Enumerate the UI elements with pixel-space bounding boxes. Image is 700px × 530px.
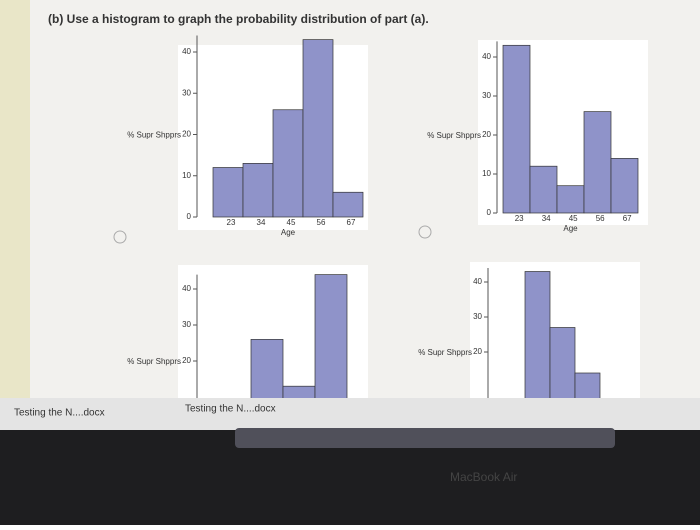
y-tick-label: 10: [482, 169, 491, 178]
bar: [250, 339, 284, 398]
y-tick-label: 20: [182, 356, 191, 365]
x-axis-label: Age: [281, 228, 296, 237]
bar: [524, 271, 551, 398]
x-tick-label: 56: [317, 218, 326, 227]
bar: [583, 111, 612, 214]
x-tick-label: 34: [257, 218, 266, 227]
y-axis-label: % Supr Shpprs: [418, 348, 472, 357]
x-tick-label: 45: [287, 218, 296, 227]
y-axis-label: % Supr Shpprs: [427, 131, 481, 140]
x-tick-label: 34: [542, 214, 551, 223]
y-tick-label: 20: [182, 130, 191, 139]
x-tick-label: 56: [596, 214, 605, 223]
x-tick-label: 45: [569, 214, 578, 223]
bar: [272, 109, 304, 218]
x-tick-label: 67: [623, 214, 632, 223]
radio-button[interactable]: [113, 230, 127, 244]
y-tick-label: 20: [482, 130, 491, 139]
y-tick-label: 0: [187, 212, 192, 221]
y-tick-label: 30: [182, 320, 191, 329]
bar: [314, 274, 348, 398]
y-tick-label: 40: [473, 277, 482, 286]
bar: [529, 165, 558, 214]
y-tick-label: 40: [482, 52, 491, 61]
y-tick-label: 30: [182, 88, 191, 97]
charts: 0 10 20 30 40 % Supr Shpprs 23 34 45 56 67 Age 0 10 20…: [127, 35, 648, 398]
bar: [549, 327, 576, 398]
x-tick-label: 67: [347, 218, 356, 227]
y-tick-label: 40: [182, 284, 191, 293]
y-tick-label: 30: [482, 91, 491, 100]
device-label: MacBook Air: [450, 470, 517, 484]
bar: [610, 158, 639, 214]
y-axis-label: % Supr Shpprs: [127, 130, 181, 139]
y-axis-label: % Supr Shpprs: [127, 357, 181, 366]
x-tick-label: 23: [515, 214, 524, 223]
bar: [302, 39, 334, 218]
bar: [332, 191, 364, 218]
bar: [556, 185, 585, 214]
bar: [212, 167, 244, 218]
question: (b) Use a histogram to graph the probabi…: [48, 12, 429, 26]
bar: [242, 163, 274, 218]
x-tick-label: 23: [227, 218, 236, 227]
y-tick-label: 0: [487, 208, 492, 217]
bar: [502, 44, 531, 214]
y-tick-label: 10: [182, 171, 191, 180]
download-item[interactable]: Testing the N....docx: [14, 408, 105, 419]
y-tick-label: 30: [473, 312, 482, 321]
dock: [235, 428, 615, 448]
left-margin: [0, 0, 30, 400]
download-bar: [0, 398, 700, 430]
y-tick-label: 40: [182, 47, 191, 56]
radio-button[interactable]: [418, 225, 432, 239]
bar: [282, 385, 316, 398]
download-item[interactable]: Testing the N....docx: [185, 404, 276, 415]
bar: [574, 372, 601, 398]
y-tick-label: 20: [473, 347, 482, 356]
x-axis-label: Age: [563, 224, 578, 233]
